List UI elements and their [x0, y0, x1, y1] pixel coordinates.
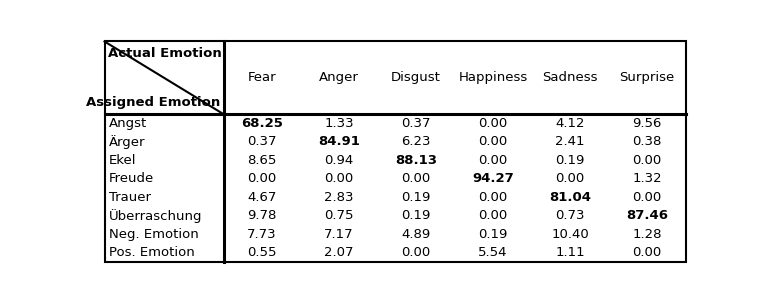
Text: Trauer: Trauer: [109, 191, 151, 204]
Text: 68.25: 68.25: [241, 117, 283, 130]
Text: 87.46: 87.46: [626, 209, 668, 222]
Text: 4.89: 4.89: [402, 228, 431, 240]
Text: Freude: Freude: [109, 172, 154, 185]
Text: 9.78: 9.78: [247, 209, 277, 222]
Text: 0.00: 0.00: [324, 172, 353, 185]
Text: Überraschung: Überraschung: [109, 209, 202, 223]
Text: 0.19: 0.19: [402, 209, 431, 222]
Text: 0.37: 0.37: [402, 117, 431, 130]
Text: 1.11: 1.11: [555, 246, 585, 259]
Text: 0.00: 0.00: [478, 209, 508, 222]
Text: 6.23: 6.23: [402, 135, 431, 148]
Text: Assigned Emotion: Assigned Emotion: [86, 96, 220, 109]
Text: 81.04: 81.04: [549, 191, 591, 204]
Text: 0.19: 0.19: [478, 228, 508, 240]
Text: 8.65: 8.65: [247, 154, 277, 167]
Text: 0.00: 0.00: [633, 246, 662, 259]
Text: 7.17: 7.17: [324, 228, 354, 240]
Text: 0.00: 0.00: [478, 117, 508, 130]
Text: Ärger: Ärger: [109, 135, 145, 149]
Text: Surprise: Surprise: [620, 71, 675, 84]
Text: 5.54: 5.54: [478, 246, 508, 259]
Text: 0.00: 0.00: [478, 191, 508, 204]
Text: 2.83: 2.83: [324, 191, 354, 204]
Text: 0.37: 0.37: [247, 135, 277, 148]
Text: 1.33: 1.33: [324, 117, 354, 130]
Text: Fear: Fear: [248, 71, 276, 84]
Text: Neg. Emotion: Neg. Emotion: [109, 228, 198, 240]
Text: 0.00: 0.00: [633, 191, 662, 204]
Text: 1.32: 1.32: [632, 172, 662, 185]
Text: 0.75: 0.75: [324, 209, 354, 222]
Text: 94.27: 94.27: [472, 172, 514, 185]
Text: 0.00: 0.00: [248, 172, 277, 185]
Text: 0.55: 0.55: [247, 246, 277, 259]
Text: 4.12: 4.12: [555, 117, 584, 130]
Text: 0.19: 0.19: [555, 154, 584, 167]
Text: Angst: Angst: [109, 117, 147, 130]
Text: Actual Emotion: Actual Emotion: [108, 46, 222, 60]
Text: 2.07: 2.07: [324, 246, 354, 259]
Text: 0.00: 0.00: [633, 154, 662, 167]
Text: 0.00: 0.00: [402, 246, 431, 259]
Text: 0.00: 0.00: [478, 154, 508, 167]
Text: Anger: Anger: [319, 71, 359, 84]
Text: Sadness: Sadness: [542, 71, 597, 84]
Text: Disgust: Disgust: [391, 71, 441, 84]
Text: Pos. Emotion: Pos. Emotion: [109, 246, 194, 259]
Text: 9.56: 9.56: [633, 117, 662, 130]
Text: 0.00: 0.00: [402, 172, 431, 185]
Text: 2.41: 2.41: [555, 135, 584, 148]
Text: 0.38: 0.38: [633, 135, 662, 148]
Text: 0.94: 0.94: [324, 154, 353, 167]
Text: 88.13: 88.13: [395, 154, 437, 167]
Text: 1.28: 1.28: [633, 228, 662, 240]
Text: 7.73: 7.73: [247, 228, 277, 240]
Text: 4.67: 4.67: [247, 191, 277, 204]
Text: 0.00: 0.00: [478, 135, 508, 148]
Text: 10.40: 10.40: [552, 228, 589, 240]
Text: 84.91: 84.91: [318, 135, 360, 148]
Text: 0.73: 0.73: [555, 209, 584, 222]
Text: 0.19: 0.19: [402, 191, 431, 204]
Text: Happiness: Happiness: [458, 71, 528, 84]
Text: Ekel: Ekel: [109, 154, 136, 167]
Text: 0.00: 0.00: [555, 172, 584, 185]
